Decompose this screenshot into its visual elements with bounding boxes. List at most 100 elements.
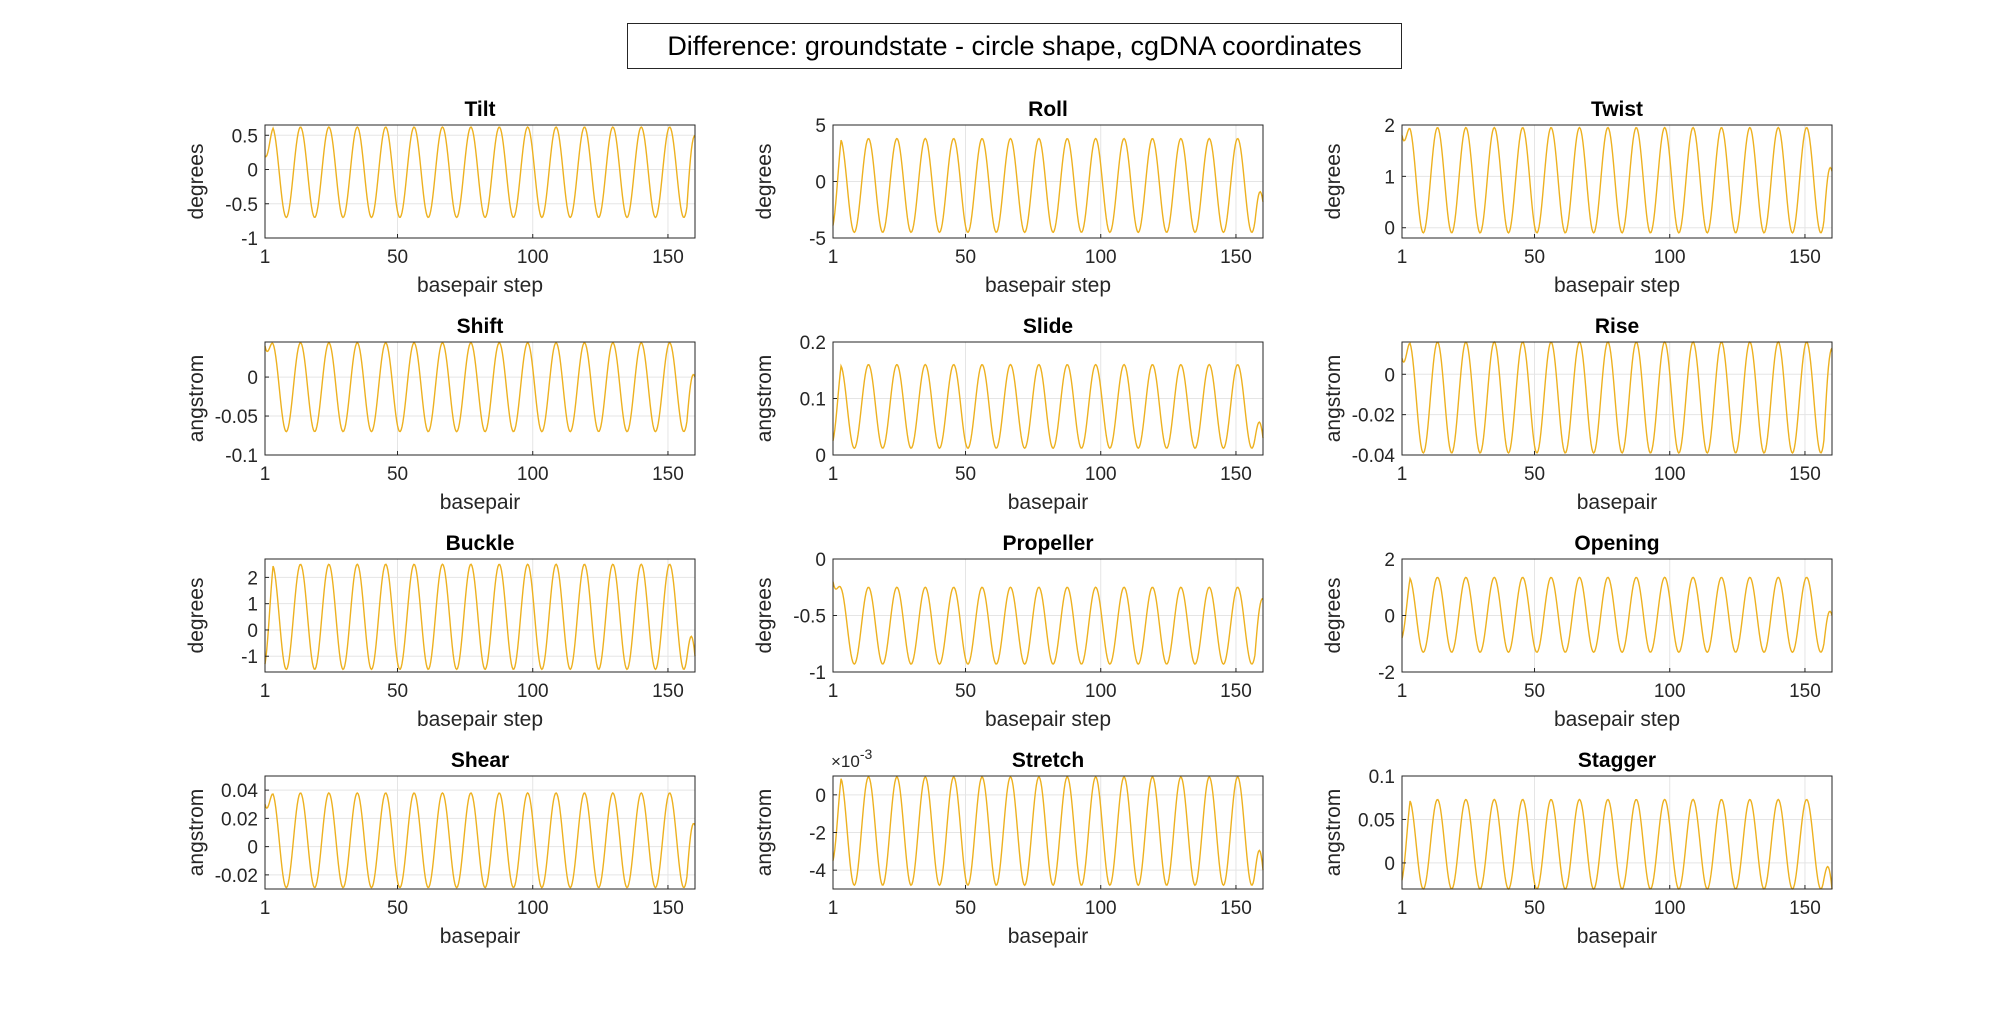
subplot-title: Shift (457, 315, 504, 338)
y-tick-label: -2 (1378, 663, 1395, 684)
x-tick-label: 100 (1085, 464, 1117, 485)
series-line-1 (832, 363, 1264, 450)
x-tick-label: 150 (652, 898, 684, 919)
y-axis-label: degrees (1322, 144, 1345, 220)
series-line-1 (832, 137, 1264, 234)
y-tick-label: 0.1 (1369, 767, 1395, 788)
x-tick-label: 1 (260, 464, 271, 485)
subplot-title: Stretch (1012, 749, 1084, 772)
y-tick-label: -2 (809, 824, 826, 845)
series-line-1 (832, 775, 1264, 887)
x-tick-label: 150 (652, 681, 684, 702)
y-tick-label: -0.02 (215, 866, 258, 887)
y-tick-label: 0.05 (1358, 810, 1395, 831)
figure-title: Difference: groundstate - circle shape, … (667, 30, 1362, 61)
x-tick-label: 50 (955, 681, 976, 702)
y-tick-label: 0 (815, 786, 826, 807)
y-tick-label: 0 (247, 161, 258, 182)
x-tick-label: 150 (1220, 898, 1252, 919)
y-axis-label: angstrom (185, 789, 208, 877)
x-tick-label: 150 (652, 247, 684, 268)
y-tick-label: -1 (241, 647, 258, 668)
y-tick-label: 0 (815, 446, 826, 467)
axes-box (264, 124, 696, 239)
y-tick-label: 0 (1384, 365, 1395, 386)
y-tick-label: 0 (1384, 854, 1395, 875)
y-tick-label: 0 (1384, 219, 1395, 240)
series-line-1 (1401, 798, 1833, 890)
y-tick-label: 0 (1384, 607, 1395, 628)
x-axis-label: basepair step (417, 274, 543, 297)
x-tick-label: 100 (517, 898, 549, 919)
y-tick-label: -0.5 (793, 607, 826, 628)
x-tick-label: 150 (1220, 464, 1252, 485)
y-tick-label: 2 (247, 568, 258, 589)
series-line-1 (264, 563, 696, 671)
subplot-title: Tilt (464, 98, 495, 121)
subplot-title: Roll (1028, 98, 1068, 121)
y-axis-label: angstrom (753, 355, 776, 443)
y-tick-label: 0.1 (800, 390, 826, 411)
x-axis-label: basepair step (1554, 708, 1680, 731)
x-tick-label: 1 (260, 247, 271, 268)
x-tick-label: 1 (1397, 681, 1408, 702)
x-tick-label: 150 (652, 464, 684, 485)
series-line-1 (264, 791, 696, 889)
axes-box (264, 341, 696, 456)
x-axis-label: basepair (1008, 491, 1089, 514)
y-tick-label: 0 (815, 550, 826, 571)
x-tick-label: 150 (1789, 247, 1821, 268)
y-tick-label: -5 (809, 229, 826, 250)
x-axis-label: basepair step (1554, 274, 1680, 297)
series-line-1 (264, 341, 696, 433)
y-tick-label: -0.5 (225, 195, 258, 216)
figure-title-box: Difference: groundstate - circle shape, … (627, 23, 1402, 69)
x-tick-label: 50 (1524, 681, 1545, 702)
axes-box (1401, 775, 1833, 890)
x-tick-label: 100 (517, 247, 549, 268)
x-tick-label: 1 (828, 247, 839, 268)
axis-exponent-label: ×10-3 (831, 746, 873, 771)
y-tick-label: 0.02 (221, 809, 258, 830)
y-tick-label: 2 (1384, 550, 1395, 571)
subplot-title: Opening (1574, 532, 1659, 555)
x-tick-label: 100 (1654, 464, 1686, 485)
y-tick-label: -0.05 (215, 407, 258, 428)
x-tick-label: 1 (1397, 898, 1408, 919)
x-tick-label: 150 (1220, 247, 1252, 268)
x-tick-label: 100 (1654, 247, 1686, 268)
y-tick-label: -1 (241, 229, 258, 250)
subplot-title: Rise (1595, 315, 1639, 338)
y-axis-label: angstrom (1322, 789, 1345, 877)
y-axis-label: angstrom (1322, 355, 1345, 443)
x-axis-label: basepair (440, 491, 521, 514)
x-axis-label: basepair (1577, 491, 1658, 514)
x-tick-label: 100 (517, 681, 549, 702)
x-tick-label: 50 (387, 464, 408, 485)
y-tick-label: -0.02 (1352, 406, 1395, 427)
x-tick-label: 1 (260, 898, 271, 919)
y-axis-label: angstrom (185, 355, 208, 443)
y-axis-label: angstrom (753, 789, 776, 877)
x-tick-label: 1 (828, 681, 839, 702)
x-tick-label: 50 (1524, 247, 1545, 268)
axes-box (1401, 341, 1833, 456)
y-tick-label: -1 (809, 663, 826, 684)
y-tick-label: 0.5 (232, 126, 258, 147)
subplot-title: Slide (1023, 315, 1073, 338)
y-tick-label: 0.2 (800, 333, 826, 354)
x-tick-label: 50 (387, 247, 408, 268)
x-tick-label: 100 (1654, 898, 1686, 919)
x-axis-label: basepair (1008, 925, 1089, 948)
x-tick-label: 50 (955, 898, 976, 919)
x-tick-label: 1 (1397, 464, 1408, 485)
y-tick-label: -0.04 (1352, 446, 1396, 467)
x-axis-label: basepair (1577, 925, 1658, 948)
